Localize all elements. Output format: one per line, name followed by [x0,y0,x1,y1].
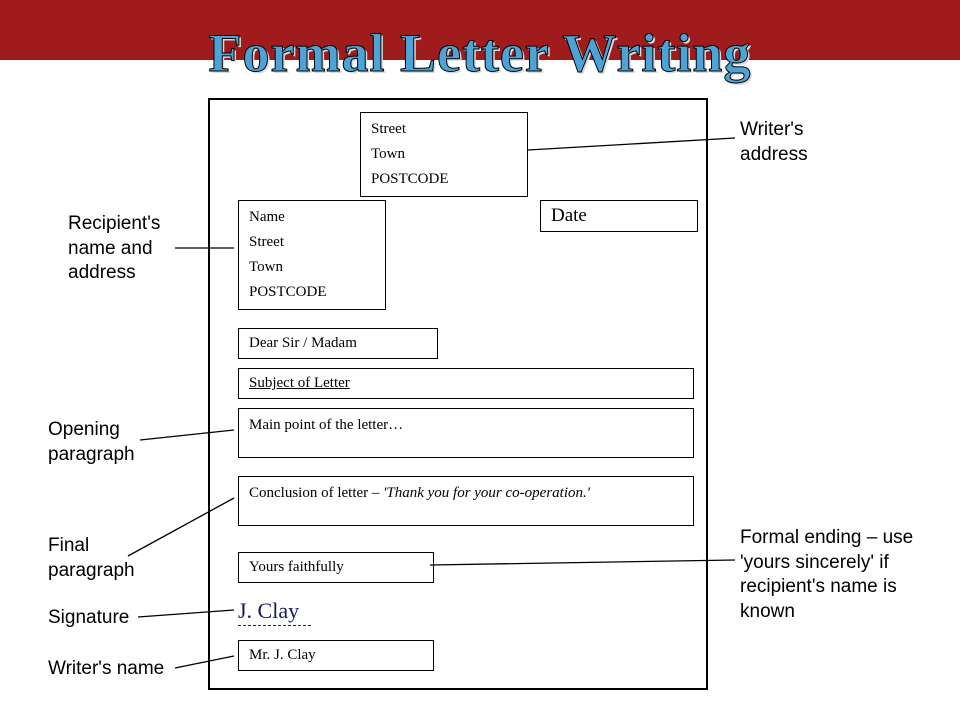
writer-name-box: Mr. J. Clay [238,640,434,671]
writer-address-box: Street Town POSTCODE [360,112,528,197]
writer-street: Street [371,121,517,138]
recipient-town: Town [249,259,375,276]
label-final: Final paragraph [48,534,168,583]
signature-text: J. Clay [238,598,299,623]
signature: J. Clay [238,598,311,626]
recipient-street: Street [249,234,375,251]
date-label: Date [551,205,587,226]
recipient-name: Name [249,209,375,226]
subject-box: Subject of Letter [238,368,694,399]
writer-town: Town [371,146,517,163]
label-recipient: Recipient's name and address [68,212,198,286]
conclusion-prefix: Conclusion of letter – [249,485,383,501]
closing-text: Yours faithfully [249,559,344,575]
label-writer-name: Writer's name [48,657,164,682]
date-box: Date [540,200,698,232]
main-point-text: Main point of the letter… [249,417,403,433]
subject-text: Subject of Letter [249,375,350,391]
salutation-box: Dear Sir / Madam [238,328,438,359]
writer-name-text: Mr. J. Clay [249,647,316,663]
conclusion-quote: 'Thank you for your co-operation.' [383,485,590,501]
stage: Formal Letter Writing Street Town POSTCO… [0,0,960,720]
label-writer-address: Writer's address [740,118,870,167]
label-signature: Signature [48,606,129,631]
recipient-postcode: POSTCODE [249,284,375,301]
recipient-box: Name Street Town POSTCODE [238,200,386,310]
conclusion-box: Conclusion of letter – 'Thank you for yo… [238,476,694,526]
writer-postcode: POSTCODE [371,171,517,188]
page-title: Formal Letter Writing [0,22,960,84]
main-point-box: Main point of the letter… [238,408,694,458]
label-opening: Opening paragraph [48,418,198,467]
salutation-text: Dear Sir / Madam [249,335,357,351]
letter-page: Street Town POSTCODE Date Name Street To… [208,98,708,690]
closing-box: Yours faithfully [238,552,434,583]
label-formal-ending: Formal ending – use 'yours sincerely' if… [740,526,940,625]
